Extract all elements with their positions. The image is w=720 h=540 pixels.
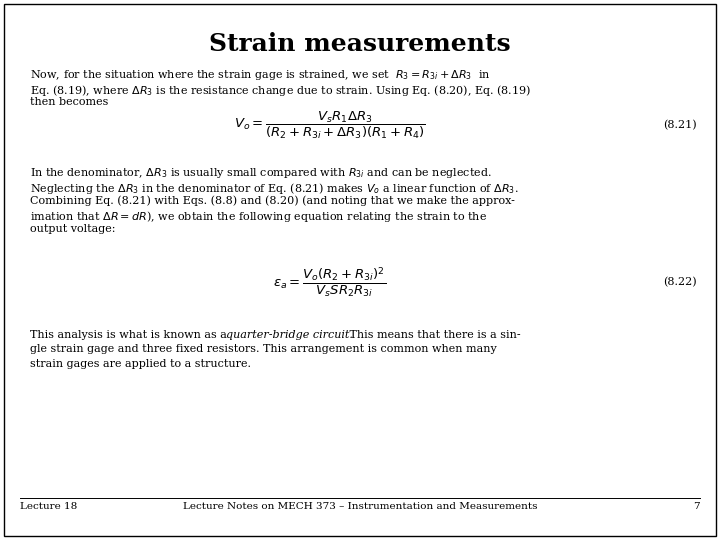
Text: (8.22): (8.22) bbox=[663, 277, 697, 287]
Text: 7: 7 bbox=[693, 502, 700, 511]
Text: Strain measurements: Strain measurements bbox=[210, 32, 510, 56]
Text: then becomes: then becomes bbox=[30, 97, 109, 107]
Text: gle strain gage and three fixed resistors. This arrangement is common when many: gle strain gage and three fixed resistor… bbox=[30, 345, 497, 354]
Text: output voltage:: output voltage: bbox=[30, 224, 115, 234]
Text: Neglecting the $\Delta R_3$ in the denominator of Eq. (8.21) makes $V_o$ a linea: Neglecting the $\Delta R_3$ in the denom… bbox=[30, 180, 518, 195]
Text: Lecture 18: Lecture 18 bbox=[20, 502, 77, 511]
Text: Eq. (8.19), where $\Delta R_3$ is the resistance change due to strain. Using Eq.: Eq. (8.19), where $\Delta R_3$ is the re… bbox=[30, 83, 531, 98]
Text: (8.21): (8.21) bbox=[663, 120, 697, 130]
Text: This analysis is what is known as a: This analysis is what is known as a bbox=[30, 330, 230, 340]
Text: strain gages are applied to a structure.: strain gages are applied to a structure. bbox=[30, 359, 251, 369]
Text: $\epsilon_a = \dfrac{V_o (R_2 + R_{3i})^2}{V_s S R_2 R_{3i}}$: $\epsilon_a = \dfrac{V_o (R_2 + R_{3i})^… bbox=[274, 265, 387, 299]
Text: $V_o = \dfrac{V_s R_1 \Delta R_3}{(R_2 + R_{3i} + \Delta R_3)(R_1 + R_4)}$: $V_o = \dfrac{V_s R_1 \Delta R_3}{(R_2 +… bbox=[234, 109, 426, 140]
Text: In the denominator, $\Delta R_3$ is usually small compared with $R_{3i}$ and can: In the denominator, $\Delta R_3$ is usua… bbox=[30, 166, 492, 180]
Text: imation that $\Delta R = dR$), we obtain the following equation relating the str: imation that $\Delta R = dR$), we obtain… bbox=[30, 210, 487, 225]
Text: quarter-bridge circuit.: quarter-bridge circuit. bbox=[226, 330, 353, 340]
Text: Combining Eq. (8.21) with Eqs. (8.8) and (8.20) (and noting that we make the app: Combining Eq. (8.21) with Eqs. (8.8) and… bbox=[30, 195, 515, 206]
Text: This means that there is a sin-: This means that there is a sin- bbox=[346, 330, 521, 340]
Text: Lecture Notes on MECH 373 – Instrumentation and Measurements: Lecture Notes on MECH 373 – Instrumentat… bbox=[183, 502, 537, 511]
Text: Now, for the situation where the strain gage is strained, we set  $R_3 = R_{3i} : Now, for the situation where the strain … bbox=[30, 68, 491, 82]
